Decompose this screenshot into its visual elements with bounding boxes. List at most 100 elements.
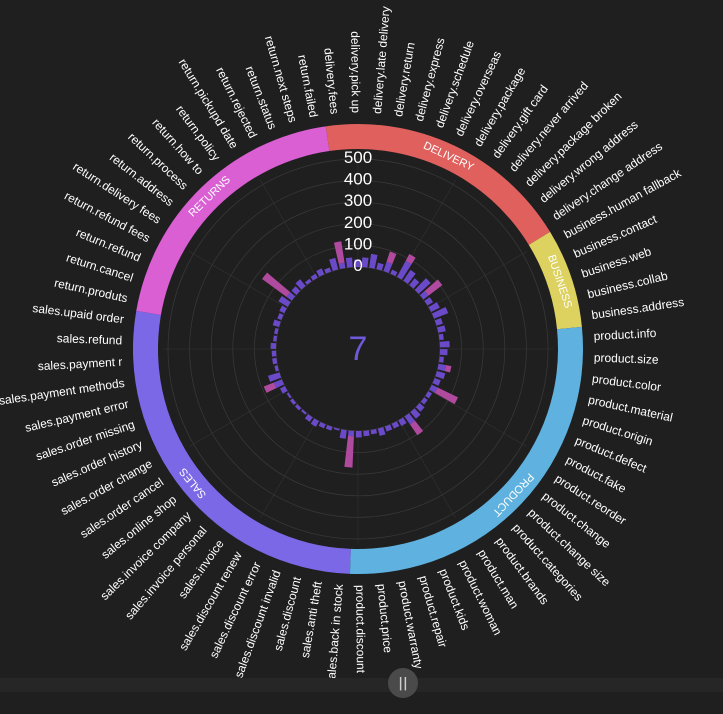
category-label: delivery.fees — [321, 47, 341, 115]
bar — [398, 417, 407, 427]
category-label: sales.anti theft — [298, 580, 325, 659]
bar — [415, 403, 425, 412]
category-label: product.discount — [353, 585, 368, 674]
bar — [435, 370, 446, 380]
bar — [338, 262, 346, 270]
bar — [438, 333, 444, 341]
grid-spoke — [188, 389, 288, 447]
bar — [424, 297, 434, 306]
bar — [428, 302, 440, 312]
bar — [425, 391, 433, 399]
bar — [377, 427, 386, 436]
bar — [439, 349, 448, 356]
bar — [294, 404, 302, 411]
bar-highlight — [434, 387, 459, 405]
bar — [437, 363, 447, 372]
grid-spoke — [260, 179, 318, 279]
grid-spoke — [398, 419, 456, 519]
bar — [272, 357, 278, 365]
bar — [280, 386, 288, 394]
bar — [437, 325, 446, 333]
tick-label: 0 — [353, 256, 362, 275]
chart-grid — [163, 154, 553, 544]
bar-highlight — [410, 420, 424, 436]
category-label: product.price — [374, 583, 395, 654]
tick-label: 200 — [344, 213, 372, 232]
grid-spoke — [428, 251, 528, 309]
bar — [301, 409, 307, 415]
bar — [325, 425, 333, 431]
bar — [369, 253, 378, 269]
bar — [363, 430, 370, 437]
bar — [434, 318, 443, 326]
category-label: delivery.return — [391, 41, 418, 117]
bar-highlight — [344, 435, 354, 468]
bar — [279, 305, 287, 314]
bar-highlight — [263, 382, 277, 393]
bar — [278, 295, 291, 307]
bar — [277, 313, 284, 321]
bar — [329, 257, 339, 271]
bar — [274, 365, 279, 372]
bar-highlight — [424, 279, 443, 296]
bar — [396, 260, 412, 280]
bar — [414, 278, 431, 294]
bar — [431, 307, 449, 319]
bar — [316, 268, 325, 277]
bar — [291, 286, 301, 295]
bar — [333, 427, 340, 431]
category-label: delivery.pick up — [348, 31, 363, 113]
bar — [272, 319, 281, 328]
bar — [324, 267, 332, 274]
bar — [268, 372, 282, 382]
ring-segment-product — [349, 326, 583, 574]
pause-icon: || — [398, 675, 408, 691]
bar — [295, 279, 306, 290]
category-label: sales.back in stock — [324, 583, 346, 686]
bar-highlight — [444, 365, 452, 373]
bar — [354, 259, 361, 268]
bar — [410, 408, 421, 419]
bar — [403, 269, 416, 284]
bar — [274, 327, 279, 335]
bar — [432, 377, 441, 386]
ring-segment-returns — [136, 126, 330, 316]
bar — [383, 261, 393, 273]
bar — [271, 350, 277, 357]
bar — [355, 430, 362, 438]
category-label: product.info — [593, 326, 657, 343]
category-label: product.color — [591, 372, 662, 395]
grid-spoke — [188, 251, 288, 309]
bar-highlight — [333, 241, 345, 264]
bar — [409, 278, 420, 289]
bar — [310, 273, 318, 281]
bar — [391, 421, 400, 429]
bar — [304, 414, 313, 422]
bar — [420, 397, 428, 405]
bar — [273, 335, 278, 342]
bar — [318, 421, 326, 429]
category-label: sales.upaid order — [32, 301, 125, 326]
grid-spoke — [428, 389, 528, 447]
bar — [290, 398, 297, 405]
ring-segment-business — [528, 231, 582, 330]
bar — [347, 430, 355, 437]
bar — [286, 292, 296, 301]
bottom-scroll-bar — [0, 678, 723, 692]
tick-label: 100 — [344, 234, 372, 253]
bar — [270, 342, 277, 349]
pause-button[interactable]: || — [388, 668, 418, 698]
bar — [345, 257, 353, 268]
bar — [439, 340, 450, 348]
ring-segment-sales — [132, 310, 351, 574]
category-label: business.address — [591, 295, 685, 322]
bar-highlight — [405, 254, 416, 265]
bar — [339, 429, 347, 439]
category-label: delivery.late delivery — [370, 6, 393, 115]
bar-highlight — [262, 272, 291, 297]
bar — [438, 356, 444, 363]
category-label: return.failed — [295, 54, 321, 119]
grid-spoke — [260, 419, 318, 519]
center-value: 7 — [349, 330, 368, 368]
